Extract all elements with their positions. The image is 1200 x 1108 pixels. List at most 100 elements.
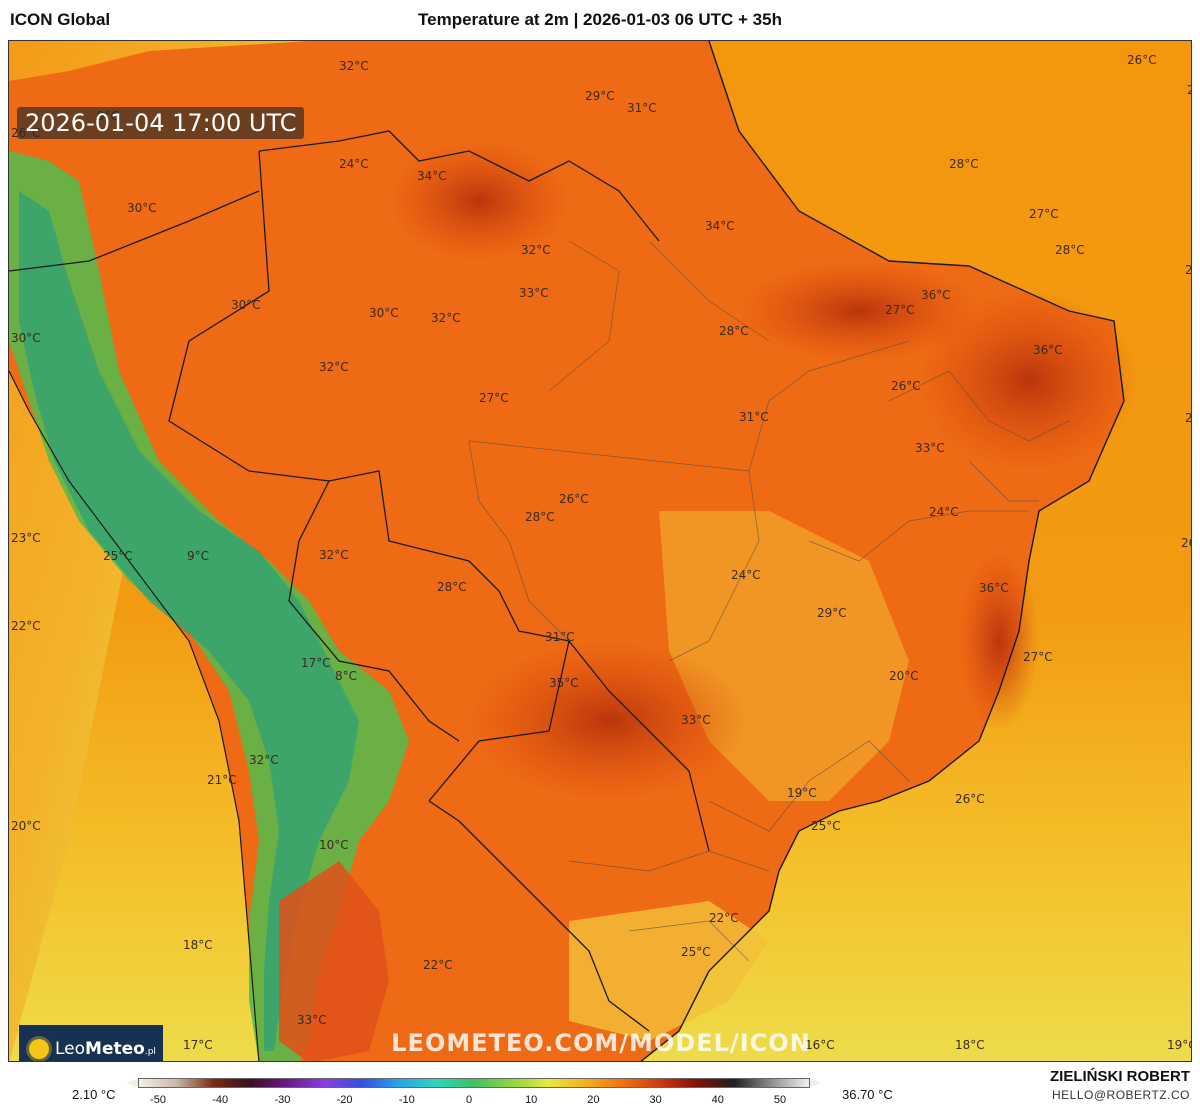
- south-brazil-cool: [569, 901, 769, 1041]
- temperature-label: 28°C: [525, 510, 555, 524]
- temperature-label: 19°C: [1167, 1038, 1191, 1052]
- temperature-label: 26°C: [1187, 83, 1191, 97]
- temperature-label: 23°C: [11, 531, 41, 545]
- state-borders: [468, 240, 1070, 962]
- valid-time-badge: 2026-01-04 17:00 UTC: [17, 107, 305, 139]
- colorbar-tick: 20: [587, 1094, 600, 1106]
- temperature-label: 32°C: [319, 548, 349, 562]
- temperature-label: 27°C: [1185, 263, 1192, 277]
- temperature-label: 10°C: [319, 838, 349, 852]
- argentina-warm-zone: [279, 861, 389, 1061]
- country-borders: [9, 130, 710, 1032]
- temperature-label: 18°C: [183, 938, 213, 952]
- colorbar-tick: -30: [274, 1094, 291, 1106]
- temperature-label: 24°C: [339, 157, 369, 171]
- temperature-label: 31°C: [739, 410, 769, 424]
- legend-min: 2.10 °C: [72, 1087, 116, 1102]
- temperature-label: 26°C: [1127, 53, 1157, 67]
- temperature-label: 18°C: [955, 1038, 985, 1052]
- temperature-label: 26°C: [1181, 536, 1191, 550]
- temperature-label: 17°C: [301, 656, 331, 670]
- temperature-label: 25°C: [681, 945, 711, 959]
- temperature-label: 16°C: [805, 1038, 835, 1052]
- logo-suffix: .pl: [144, 1047, 156, 1057]
- temperature-label: 35°C: [549, 676, 579, 690]
- coastline: [640, 41, 1125, 1061]
- map-canvas: [9, 41, 1191, 1061]
- colorbar-tick: -20: [336, 1094, 353, 1106]
- temperature-label: 22°C: [11, 619, 41, 633]
- temperature-label: 29°C: [817, 606, 847, 620]
- andes-core: [19, 191, 359, 1051]
- legend-max: 36.70 °C: [842, 1087, 893, 1102]
- temperature-label: 33°C: [519, 286, 549, 300]
- temperature-label: 32°C: [431, 311, 461, 325]
- temperature-label: 28°C: [1055, 243, 1085, 257]
- hot-para: [739, 261, 979, 361]
- west-coastline: [9, 370, 260, 1061]
- temperature-label: 31°C: [627, 101, 657, 115]
- hot-northeast: [919, 291, 1139, 471]
- temperature-label: 25°C: [811, 819, 841, 833]
- temperature-label: 30°C: [11, 331, 41, 345]
- temperature-label: 25°C: [103, 549, 133, 563]
- hot-coast-east: [959, 551, 1039, 731]
- temperature-label: 32°C: [249, 753, 279, 767]
- temperature-label: 28°C: [437, 580, 467, 594]
- temperature-label: 32°C: [521, 243, 551, 257]
- temperature-label: 20°C: [889, 669, 919, 683]
- temperature-map[interactable]: 32°C 29°C 31°C 26°C 26°C 26°C 9°C 24°C 34°C 28°C 3…: [8, 40, 1192, 1062]
- temperature-label: 30°C: [231, 298, 261, 312]
- colorbar-tip-left: [127, 1078, 138, 1088]
- temperature-label: 27°C: [479, 391, 509, 405]
- watermark: LEOMETEO.COM/MODEL/ICON: [391, 1029, 811, 1057]
- temperature-label: 33°C: [681, 713, 711, 727]
- temperature-label: 26°C: [955, 792, 985, 806]
- temperature-label: 28°C: [949, 157, 979, 171]
- temperature-label: 27°C: [1029, 207, 1059, 221]
- colorbar-tick: 50: [773, 1094, 787, 1106]
- logo-name-bold: Meteo: [85, 1039, 145, 1059]
- temperature-label: 22°C: [709, 911, 739, 925]
- temperature-label: 30°C: [127, 201, 157, 215]
- temperature-label: 26°C: [891, 379, 921, 393]
- temperature-label: 27°C: [1023, 650, 1053, 664]
- colorbar-tick: -40: [212, 1094, 229, 1106]
- temperature-label: 8°C: [335, 669, 358, 683]
- temperature-label: 17°C: [183, 1038, 213, 1052]
- temperature-label: 36°C: [921, 288, 951, 302]
- temperature-label: 24°C: [929, 505, 959, 519]
- colorbar-tip-right: [810, 1078, 821, 1088]
- colorbar-tick: 40: [711, 1094, 724, 1106]
- colorbar: [138, 1078, 810, 1088]
- logo-name: Leo: [55, 1039, 86, 1059]
- temperature-label: 20°C: [11, 819, 41, 833]
- temperature-label: 29°C: [585, 89, 615, 103]
- temperature-label: 24°C: [731, 568, 761, 582]
- chart-title: Temperature at 2m | 2026-01-03 06 UTC + …: [418, 10, 782, 29]
- sun-icon: [29, 1039, 49, 1059]
- temperature-label: 28°C: [719, 324, 749, 338]
- temperature-label: 26°C: [559, 492, 589, 506]
- temperature-label: 31°C: [545, 630, 575, 644]
- colorbar-tick: -50: [150, 1094, 166, 1106]
- temperature-label: 21°C: [207, 773, 237, 787]
- colorbar-tick: 30: [649, 1094, 662, 1106]
- temperature-label: 28°C: [1185, 411, 1192, 425]
- temperature-label: 9°C: [187, 549, 210, 563]
- temperature-label: 19°C: [787, 786, 817, 800]
- colorbar-tick: -10: [398, 1094, 415, 1106]
- colorbar-tick: 10: [525, 1094, 538, 1106]
- temperature-label: 32°C: [319, 360, 349, 374]
- temperature-label: 33°C: [915, 441, 945, 455]
- hot-amazon-north: [389, 141, 569, 261]
- model-name: ICON Global: [10, 10, 111, 29]
- color-legend: 2.10 °C -50 -40 -30 -20 -10 0 10 20 30 40 50 36.70…: [0, 1064, 1200, 1108]
- temperature-label: 30°C: [369, 306, 399, 320]
- temperature-label: 36°C: [979, 581, 1009, 595]
- temperature-label: 36°C: [1033, 343, 1063, 357]
- temperature-label: 32°C: [339, 59, 369, 73]
- leometeo-logo[interactable]: LeoMeteo.pl: [19, 1025, 163, 1061]
- temperature-label: 27°C: [885, 303, 915, 317]
- colorbar-tick: 0: [465, 1094, 473, 1106]
